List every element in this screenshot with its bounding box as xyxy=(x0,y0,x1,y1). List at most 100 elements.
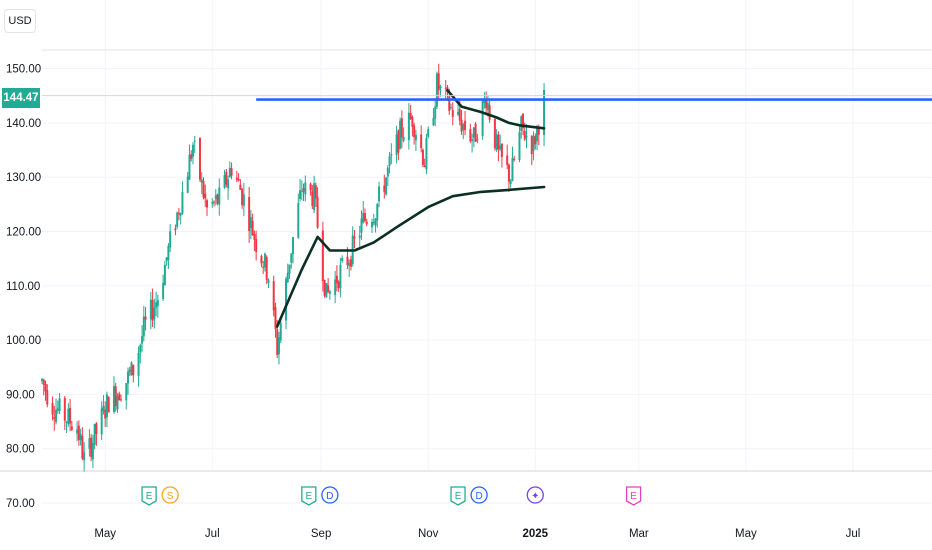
candle-body xyxy=(493,118,496,149)
candle-body xyxy=(499,145,502,150)
event-marker-s[interactable]: S xyxy=(161,486,179,504)
candle-body xyxy=(530,136,533,155)
y-tick-label: 110.00 xyxy=(6,281,40,293)
candle-body xyxy=(525,135,528,138)
candle-body xyxy=(386,167,389,177)
candle-body xyxy=(156,300,159,306)
candle-body xyxy=(390,154,393,156)
candle-body xyxy=(358,235,361,238)
event-marker-✦[interactable]: ✦ xyxy=(526,486,544,504)
candle-body xyxy=(407,112,410,141)
candle-body xyxy=(70,426,73,430)
candle-body xyxy=(253,234,256,240)
candle-body xyxy=(409,112,412,119)
candle-body xyxy=(202,181,205,198)
candle-body xyxy=(460,119,463,132)
event-marker-d[interactable]: D xyxy=(321,486,339,504)
candle-body xyxy=(439,85,442,88)
x-tick-label: Mar xyxy=(629,528,649,540)
candle-body xyxy=(363,213,366,221)
candle-body xyxy=(260,256,263,264)
candle-body xyxy=(313,183,316,211)
candle-body xyxy=(365,221,368,225)
candle-body xyxy=(316,197,319,228)
candle-body xyxy=(116,395,119,410)
candle-body xyxy=(104,409,107,419)
candle-body xyxy=(235,177,238,180)
candle-body xyxy=(383,185,386,193)
candle-body xyxy=(434,106,437,119)
candle-body xyxy=(198,138,201,180)
event-marker-e[interactable]: E xyxy=(450,486,466,506)
x-tick-label: May xyxy=(94,528,116,540)
candle-body xyxy=(523,130,526,140)
candle-body xyxy=(93,423,96,445)
event-marker-letter: D xyxy=(326,491,333,502)
last-price-label: 144.47 xyxy=(2,88,40,108)
event-marker-e[interactable]: E xyxy=(141,486,157,506)
candle-body xyxy=(327,285,330,292)
candle-body xyxy=(471,139,474,142)
candle-body xyxy=(464,120,467,131)
candle-body xyxy=(372,222,375,224)
candle-body xyxy=(337,281,340,289)
candle-body xyxy=(65,421,68,423)
candle-body xyxy=(362,212,365,223)
candle-body xyxy=(167,245,170,261)
x-tick-label: 2025 xyxy=(522,528,548,540)
candle-body xyxy=(397,130,400,153)
moving-average-line-2 xyxy=(446,89,546,130)
candle-body xyxy=(469,129,472,142)
candle-body xyxy=(543,89,546,135)
y-tick-label: 80.00 xyxy=(6,444,35,456)
candle-body xyxy=(325,283,328,298)
candle-body xyxy=(107,397,110,413)
candle-body xyxy=(90,437,93,457)
event-marker-d[interactable]: D xyxy=(470,486,488,504)
candle-body xyxy=(102,405,105,412)
currency-button[interactable]: USD xyxy=(4,9,36,33)
candle-body xyxy=(444,87,447,89)
candle-body xyxy=(537,127,540,135)
event-marker-e[interactable]: E xyxy=(625,486,642,506)
candle-body xyxy=(241,188,244,206)
candle-body xyxy=(286,272,289,283)
y-tick-label: 130.00 xyxy=(6,172,41,184)
event-marker-circle xyxy=(470,486,488,504)
event-marker-shape xyxy=(625,486,642,506)
candle-body xyxy=(53,417,56,420)
candle-body xyxy=(144,316,147,320)
candle-body xyxy=(204,194,207,199)
event-marker-e[interactable]: E xyxy=(301,486,317,506)
candle-body xyxy=(153,307,156,320)
x-tick-label: Jul xyxy=(846,528,861,540)
candle-body xyxy=(360,218,363,233)
candle-body xyxy=(42,379,45,385)
candle-body xyxy=(507,164,510,182)
candle-body xyxy=(162,282,165,299)
x-tick-label: Jul xyxy=(205,528,220,540)
candle-body xyxy=(137,352,140,376)
candle-body xyxy=(511,158,514,182)
candle-body xyxy=(79,434,82,441)
candle-body xyxy=(421,149,424,165)
candle-body xyxy=(83,452,86,461)
candle-body xyxy=(176,212,179,227)
candle-body xyxy=(497,134,500,150)
candle-body xyxy=(495,134,498,150)
candle-body xyxy=(163,264,166,286)
candle-body xyxy=(304,182,307,195)
candle-body xyxy=(420,134,423,149)
candle-body xyxy=(297,202,300,238)
candle-body xyxy=(41,379,43,381)
candle-body xyxy=(472,127,475,138)
candle-body xyxy=(520,116,523,132)
event-marker-letter: D xyxy=(475,491,482,502)
candle-body xyxy=(141,336,144,344)
event-marker-letter: S xyxy=(167,491,174,502)
candle-body xyxy=(437,73,440,91)
x-tick-label: May xyxy=(735,528,757,540)
candle-body xyxy=(509,181,512,184)
